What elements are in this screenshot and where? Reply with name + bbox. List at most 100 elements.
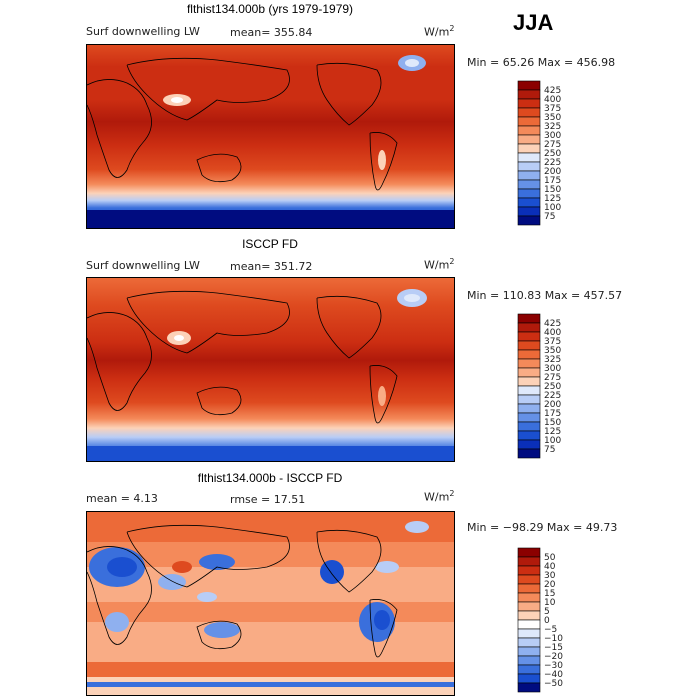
colorbar-tick-label: 425 [544,86,561,96]
panel3-units: W/m2 [424,489,455,504]
colorbar-tick-label: 250 [544,149,561,159]
panel1-units: W/m2 [424,24,455,39]
colorbar-tick-label: 200 [544,400,561,410]
colorbar-box [517,619,541,630]
colorbar-box [517,646,541,657]
colorbar-box [517,556,541,567]
panel1-minmax: Min = 65.26 Max = 456.98 [467,56,616,69]
panel3-map [86,511,455,696]
colorbar-tick-label: 100 [544,203,561,213]
colorbar-tick-label: 250 [544,382,561,392]
panel2-variable-label: Surf downwelling LW [86,259,200,272]
colorbar-tick-label: 5 [544,607,550,617]
colorbar-box [517,664,541,675]
panel2-map [86,277,455,462]
panel2-title: ISCCP FD [242,237,298,251]
colorbar-tick-label: 125 [544,427,561,437]
panel2-coastlines [87,290,398,424]
colorbar-tick-label: 15 [544,589,555,599]
colorbar-box [517,439,541,450]
colorbar-tick-label: 225 [544,158,561,168]
colorbar-tick-label: 275 [544,140,561,150]
panel1-colorbar: 4254003753503253002752502252001751501251… [517,80,561,226]
colorbar-box [517,610,541,621]
colorbar-box [517,583,541,594]
panel2-minmax: Min = 110.83 Max = 457.57 [467,289,623,302]
colorbar-box [517,430,541,441]
panel3-mean-label: mean = 4.13 [86,492,158,505]
panel1-coastlines [87,57,398,191]
colorbar-tick-label: 400 [544,95,561,105]
colorbar-box [517,313,541,324]
colorbar-box [517,116,541,127]
panel3-minmax: Min = −98.29 Max = 49.73 [467,521,618,534]
colorbar-tick-label: 50 [544,553,556,563]
colorbar-tick-label: −50 [544,679,563,689]
panel3-rmse-label: rmse = 17.51 [230,493,306,506]
colorbar-box [517,601,541,612]
colorbar-tick-label: 375 [544,337,561,347]
colorbar-tick-label: 150 [544,185,561,195]
colorbar-box [517,394,541,405]
colorbar-box [517,367,541,378]
panel1-colorbar-ticks: 4254003753503253002752502252001751501251… [544,86,561,222]
panel3-colorbar-boxes [517,547,541,693]
colorbar-box [517,206,541,217]
colorbar-box [517,358,541,369]
colorbar-box [517,574,541,585]
colorbar-tick-label: 175 [544,409,561,419]
colorbar-tick-label: 275 [544,373,561,383]
colorbar-box [517,161,541,172]
panel2-colorbar-ticks: 4254003753503253002752502252001751501251… [544,319,561,455]
colorbar-box [517,421,541,432]
colorbar-tick-label: −15 [544,643,563,653]
panel2-mean-label: mean= 351.72 [230,260,313,273]
colorbar-box [517,412,541,423]
colorbar-box [517,215,541,226]
panel1-map [86,44,455,229]
panel1-colorbar-boxes [517,80,541,226]
colorbar-tick-label: 150 [544,418,561,428]
panel1-variable-label: Surf downwelling LW [86,25,200,38]
colorbar-box [517,80,541,91]
colorbar-tick-label: 125 [544,194,561,204]
colorbar-box [517,349,541,360]
colorbar-tick-label: 350 [544,346,561,356]
colorbar-box [517,188,541,199]
colorbar-tick-label: 300 [544,131,561,141]
colorbar-tick-label: 325 [544,355,561,365]
panel3-title: flthist134.000b - ISCCP FD [197,471,343,485]
colorbar-box [517,655,541,666]
colorbar-box [517,170,541,181]
colorbar-tick-label: 425 [544,319,561,329]
colorbar-tick-label: 20 [544,580,556,590]
colorbar-box [517,403,541,414]
colorbar-tick-label: 0 [544,616,550,626]
colorbar-tick-label: −5 [544,625,557,635]
colorbar-tick-label: 100 [544,436,561,446]
colorbar-tick-label: 325 [544,122,561,132]
colorbar-box [517,197,541,208]
colorbar-tick-label: 10 [544,598,556,608]
colorbar-tick-label: −40 [544,670,563,680]
colorbar-tick-label: 30 [544,571,556,581]
colorbar-tick-label: 200 [544,167,561,177]
colorbar-tick-label: 225 [544,391,561,401]
colorbar-box [517,125,541,136]
panel2-colorbar-boxes [517,313,541,459]
colorbar-box [517,682,541,693]
panel3-coastlines [87,524,398,658]
colorbar-box [517,637,541,648]
colorbar-box [517,385,541,396]
panel1-mean-label: mean= 355.84 [230,26,313,39]
panel2-colorbar: 4254003753503253002752502252001751501251… [517,313,561,459]
colorbar-box [517,179,541,190]
colorbar-tick-label: 75 [544,445,555,455]
colorbar-box [517,331,541,342]
colorbar-box [517,592,541,603]
colorbar-tick-label: 400 [544,328,561,338]
colorbar-tick-label: 300 [544,364,561,374]
colorbar-box [517,89,541,100]
colorbar-box [517,322,541,333]
